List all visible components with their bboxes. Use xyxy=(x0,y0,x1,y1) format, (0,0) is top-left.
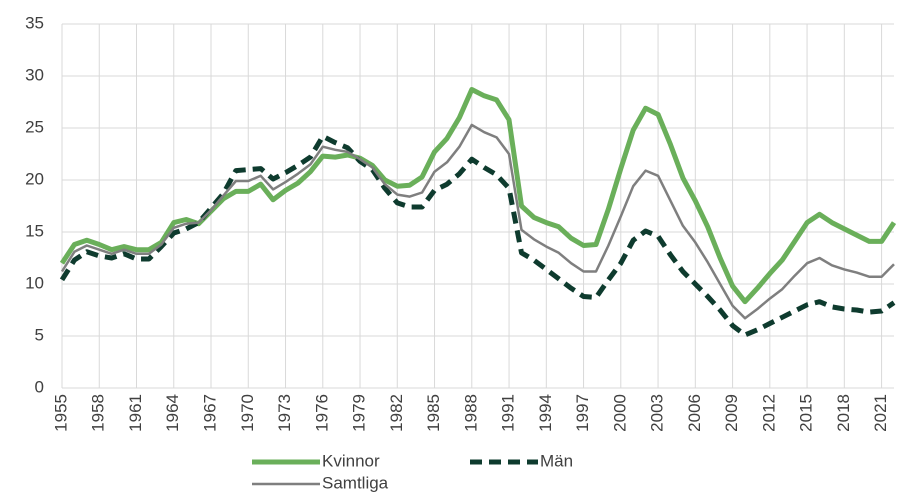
x-tick-label: 1979 xyxy=(350,394,369,432)
y-tick-label: 0 xyxy=(35,377,44,396)
x-tick-label: 2000 xyxy=(610,394,629,432)
y-tick-label: 25 xyxy=(25,117,44,136)
x-tick-label: 1958 xyxy=(89,394,108,432)
x-tick-label: 2006 xyxy=(685,394,704,432)
x-tick-label: 1955 xyxy=(51,394,70,432)
x-tick-label: 2009 xyxy=(722,394,741,432)
y-tick-label: 5 xyxy=(35,325,44,344)
x-tick-label: 1967 xyxy=(200,394,219,432)
x-tick-label: 1985 xyxy=(424,394,443,432)
y-tick-label: 15 xyxy=(25,221,44,240)
x-tick-label: 1961 xyxy=(126,394,145,432)
line-series xyxy=(60,123,895,320)
x-tick-label: 1988 xyxy=(461,394,480,432)
x-tick-label: 1997 xyxy=(573,394,592,432)
x-tick-label: 1973 xyxy=(275,394,294,432)
line-series xyxy=(59,87,897,305)
x-tick-label: 1994 xyxy=(536,394,555,432)
legend-label: Samtliga xyxy=(322,473,389,492)
x-tick-label: 2003 xyxy=(648,394,667,432)
legend-label: Män xyxy=(540,451,573,470)
legend-label: Kvinnor xyxy=(322,451,380,470)
x-tick-label: 2021 xyxy=(871,394,890,432)
line-series xyxy=(59,133,896,338)
y-tick-label: 20 xyxy=(25,169,44,188)
x-tick-label: 1982 xyxy=(387,394,406,432)
y-tick-label: 30 xyxy=(25,65,44,84)
y-tick-label: 10 xyxy=(25,273,44,292)
x-tick-label: 1991 xyxy=(499,394,518,432)
x-tick-label: 1964 xyxy=(163,394,182,432)
x-tick-label: 2018 xyxy=(834,394,853,432)
x-tick-label: 1976 xyxy=(312,394,331,432)
y-tick-label: 35 xyxy=(25,13,44,32)
x-tick-label: 2015 xyxy=(797,394,816,432)
x-tick-label: 2012 xyxy=(759,394,778,432)
x-tick-label: 1970 xyxy=(238,394,257,432)
